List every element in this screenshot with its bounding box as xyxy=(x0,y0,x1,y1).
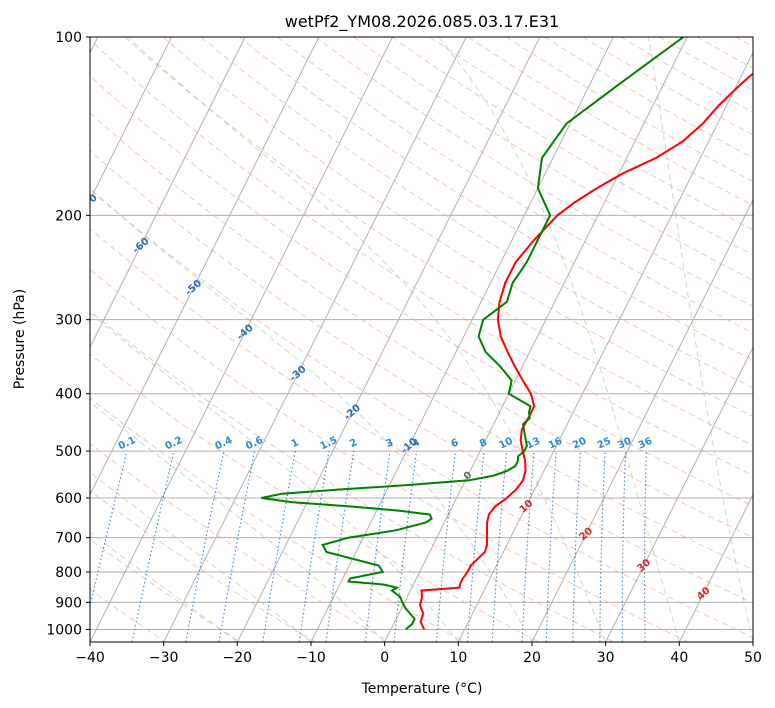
line-labels: 0.10.20.40.611.52346810131620253036-100-… xyxy=(79,192,713,602)
dry-adiabat-line xyxy=(90,188,753,604)
dry-adiabat-line xyxy=(277,37,753,334)
mixing-ratio-label: 6 xyxy=(450,437,461,450)
mixing-ratio-line xyxy=(131,450,175,642)
dry-adiabat-line xyxy=(90,39,753,477)
y-axis-ticks: 100 200 300 400 500 600 700 800 900 1000 xyxy=(46,30,90,638)
x-tick-label: 40 xyxy=(670,650,688,666)
y-tick-label: 300 xyxy=(55,313,82,329)
dry-adiabat-line xyxy=(90,538,241,642)
y-axis-label: Pressure (hPa) xyxy=(12,289,28,389)
y-tick-label: 600 xyxy=(55,491,82,507)
isotherm-line xyxy=(457,51,753,642)
moist-adiabat-line xyxy=(90,188,533,642)
mixing-ratio-label: 36 xyxy=(637,436,654,452)
x-axis-ticks: −40 −30 −20 −10 0 10 20 30 40 50 xyxy=(75,642,762,666)
chart-title: wetPf2_YM08.2026.085.03.17.E31 xyxy=(285,12,559,32)
dry-adiabat-line xyxy=(391,37,753,256)
temperature-profile xyxy=(418,72,753,630)
mixing-ratio-line xyxy=(393,451,418,642)
dewpoint-profile xyxy=(261,37,685,631)
mixing-ratio-label: 20 xyxy=(571,436,588,452)
dry-adiabat-line xyxy=(468,37,753,207)
x-tick-label: −20 xyxy=(223,650,253,666)
dry-adiabat-line xyxy=(90,75,753,507)
mixing-ratio-line xyxy=(90,450,128,609)
dry-adiabat-line xyxy=(506,37,753,183)
isotherm-line xyxy=(90,37,246,349)
mixing-ratio-label: 30 xyxy=(616,436,633,452)
moist-adiabat-line xyxy=(90,471,312,642)
y-tick-label: 700 xyxy=(55,531,82,547)
mixing-ratio-label: 4 xyxy=(411,437,422,450)
dry-adiabat-line xyxy=(200,37,753,389)
x-tick-label: 0 xyxy=(380,650,389,666)
y-tick-label: 500 xyxy=(55,444,82,460)
mixing-ratio-label: 16 xyxy=(547,436,564,452)
x-tick-label: 20 xyxy=(523,650,541,666)
x-tick-label: −40 xyxy=(75,650,105,666)
isotherm-line xyxy=(90,37,172,202)
dry-adiabat-line xyxy=(90,228,753,638)
isotherm-line xyxy=(384,37,688,642)
x-axis-label: Temperature (°C) xyxy=(361,681,483,697)
y-tick-label: 100 xyxy=(55,30,82,46)
y-tick-label: 800 xyxy=(55,565,82,581)
x-tick-label: 10 xyxy=(449,650,467,666)
y-tick-label: 200 xyxy=(55,208,82,224)
adiabat-label: -70 xyxy=(79,192,100,212)
x-tick-label: 50 xyxy=(744,650,762,666)
moist-adiabat-line xyxy=(438,37,680,642)
dry-adiabat-line xyxy=(90,149,753,571)
mixing-ratio-label: 1 xyxy=(290,437,301,450)
mixing-ratio-label: 8 xyxy=(478,437,489,450)
isotherm-line xyxy=(236,37,541,642)
mixing-ratio-line xyxy=(435,451,456,642)
moist-adiabat-line xyxy=(90,401,386,642)
mixing-ratio-line xyxy=(325,451,355,642)
dry-adiabat-line xyxy=(162,37,753,417)
isotherm-line xyxy=(678,493,753,642)
dry-adiabat-line xyxy=(315,37,753,307)
background-lines xyxy=(90,37,753,642)
x-tick-label: −30 xyxy=(149,650,179,666)
isotherm-line xyxy=(90,37,393,642)
y-tick-label: 1000 xyxy=(46,622,82,638)
isotherm-line xyxy=(605,346,753,642)
plot-frame xyxy=(89,36,754,643)
dry-adiabat-line xyxy=(90,268,689,642)
profile-lines xyxy=(261,37,753,631)
isotherm-line xyxy=(163,37,467,642)
x-tick-label: −10 xyxy=(296,650,326,666)
mixing-ratio-line xyxy=(298,451,330,642)
moist-adiabat-line xyxy=(90,531,238,642)
dry-adiabat-line xyxy=(90,353,540,642)
x-tick-label: 30 xyxy=(597,650,615,666)
isotherm-line xyxy=(310,37,614,642)
y-tick-label: 900 xyxy=(55,595,82,611)
dry-adiabat-line xyxy=(90,397,465,642)
isotherm-line xyxy=(90,37,320,496)
dry-adiabat-line xyxy=(124,37,753,447)
moist-adiabat-line xyxy=(127,37,607,642)
mixing-ratio-line xyxy=(364,451,391,642)
isotherm-line xyxy=(531,198,753,642)
mixing-ratio-label: 25 xyxy=(596,436,613,452)
moist-adiabat-line xyxy=(90,312,459,642)
dry-adiabat-line xyxy=(90,443,390,642)
mixing-ratio-label: 2 xyxy=(348,437,359,450)
mixing-ratio-label: 3 xyxy=(384,437,395,450)
mixing-ratio-label: 10 xyxy=(498,436,515,452)
moist-adiabat-line xyxy=(648,37,753,642)
y-tick-label: 400 xyxy=(55,387,82,403)
dry-adiabat-line xyxy=(239,37,753,361)
dry-adiabat-line xyxy=(90,310,614,642)
mixing-ratio-line xyxy=(466,451,485,642)
mixing-ratio-label: 13 xyxy=(525,436,542,452)
